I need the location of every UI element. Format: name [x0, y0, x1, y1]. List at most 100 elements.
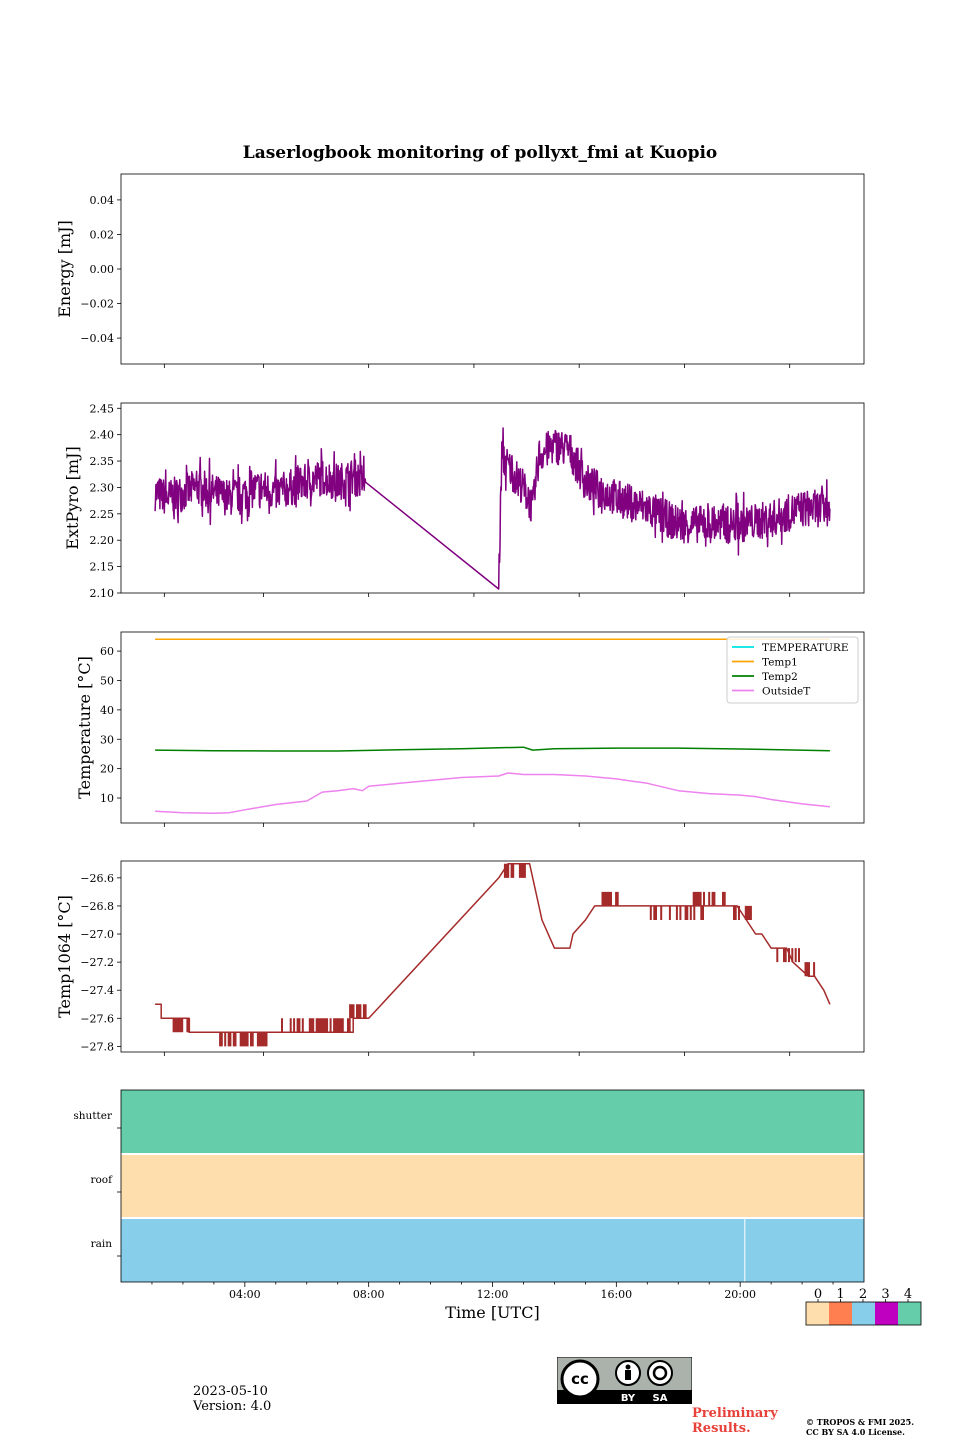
temp1064-flicker — [733, 905, 752, 920]
temperature-ytick-label: 60 — [100, 645, 114, 658]
temp1064-ytick-label: −27.2 — [80, 956, 114, 969]
temp1064-flicker — [776, 948, 800, 963]
status-axes-frame — [120, 1089, 865, 1283]
temp1064-flicker — [172, 1018, 191, 1033]
figure-title: Laserlogbook monitoring of pollyxt_fmi a… — [243, 143, 718, 163]
copyright-line1: © TROPOS & FMI 2025. — [806, 1417, 915, 1427]
extpyro-axes-frame — [120, 402, 865, 594]
energy-ytick-label: 0.00 — [90, 263, 115, 276]
extpyro-ytick-label: 2.10 — [90, 587, 115, 600]
copyright-line2: CC BY SA 4.0 License. — [806, 1427, 905, 1437]
copyright-note: © TROPOS & FMI 2025. CC BY SA 4.0 Licens… — [806, 1417, 914, 1437]
temperature-panel: 60 50 40 30 20 10 Temperature [°C] TEMPERATURE T… — [75, 631, 865, 827]
temperature-ytick-label: 40 — [100, 704, 114, 717]
temperature-axes-frame — [120, 631, 865, 824]
temperature-ytick-label: 30 — [100, 733, 114, 746]
temp1064-axes-frame — [120, 860, 865, 1053]
preliminary-line2: Results. — [692, 1421, 751, 1436]
temp1064-flicker — [649, 905, 704, 920]
temp1064-flicker — [804, 962, 816, 977]
temp1064-ytick-label: −26.8 — [80, 900, 114, 913]
temp1064-ytick-label: −26.6 — [80, 872, 114, 885]
energy-axes-frame — [120, 173, 865, 365]
temp1064-flicker — [219, 1032, 268, 1047]
colorbar-cell-1 — [829, 1302, 852, 1325]
temperature-series-OutsideT — [155, 772, 830, 815]
temp1064-flicker — [692, 891, 726, 906]
date-text: 2023-05-10 — [193, 1384, 268, 1399]
temperature-ytick-label: 50 — [100, 674, 114, 687]
temperature-legend-label: TEMPERATURE — [762, 642, 849, 654]
status-xtick-label: 12:00 — [477, 1288, 509, 1301]
temperature-ytick-label: 10 — [100, 792, 114, 805]
colorbar-tick-label: 4 — [904, 1287, 912, 1302]
version-text: Version: 4.0 — [193, 1399, 272, 1414]
temp1064-ytick-label: −27.6 — [80, 1012, 114, 1025]
by-label: BY — [621, 1393, 636, 1404]
temp1064-ytick-label: −27.8 — [80, 1040, 114, 1053]
colorbar-tick-label: 3 — [881, 1287, 889, 1302]
status-row-label: rain — [91, 1238, 113, 1250]
colorbar-cell-0 — [806, 1302, 829, 1325]
colorbar-tick-label: 2 — [859, 1287, 867, 1302]
cc-license-logo: cc BY SA — [557, 1357, 692, 1404]
temperature-legend-box — [726, 636, 859, 704]
colorbar-cell-3 — [875, 1302, 898, 1325]
energy-ytick-label: −0.04 — [80, 332, 114, 345]
temp1064-ylabel: Temp1064 [°C] — [55, 895, 74, 1018]
energy-ylabel: Energy [mJ] — [55, 220, 74, 318]
extpyro-ytick-label: 2.40 — [90, 429, 115, 442]
colorbar-tick-label: 0 — [814, 1287, 822, 1302]
temperature-legend-label: OutsideT — [762, 686, 810, 698]
status-xlabel: Time [UTC] — [445, 1303, 539, 1322]
temp1064-flicker — [349, 1004, 367, 1019]
extpyro-ylabel: ExtPyro [mJ] — [63, 446, 82, 549]
extpyro-ytick-label: 2.15 — [90, 561, 115, 574]
temperature-ylabel: Temperature [°C] — [75, 656, 94, 799]
temp1064-ytick-label: −27.0 — [80, 928, 114, 941]
status-row-rain — [121, 1218, 864, 1282]
temp1064-flicker — [601, 891, 619, 906]
extpyro-ytick-label: 2.35 — [90, 455, 115, 468]
colorbar-cell-2 — [852, 1302, 875, 1325]
status-xtick-label: 08:00 — [353, 1288, 385, 1301]
preliminary-note: Preliminary Results. — [692, 1406, 778, 1436]
temp1064-ytick-label: −27.4 — [80, 984, 114, 997]
temperature-legend-label: Temp2 — [762, 671, 798, 683]
status-xtick-label: 16:00 — [600, 1288, 632, 1301]
temp1064-series-Temp1064 — [155, 863, 831, 1034]
status-xtick-label: 20:00 — [724, 1288, 756, 1301]
sa-icon — [647, 1360, 673, 1386]
colorbar-tick-label: 1 — [836, 1287, 844, 1302]
preliminary-line1: Preliminary — [692, 1406, 778, 1421]
temperature-legend-label: Temp1 — [762, 657, 798, 669]
status-row-shutter — [121, 1090, 864, 1154]
date-version-block: 2023-05-10 Version: 4.0 — [193, 1384, 271, 1414]
extpyro-ytick-label: 2.30 — [90, 481, 115, 494]
status-xtick-label: 04:00 — [229, 1288, 261, 1301]
status-row-label: shutter — [73, 1110, 113, 1122]
extpyro-panel: 2.45 2.40 2.35 2.30 2.25 2.20 2.15 2.10 ExtPyro … — [63, 402, 865, 600]
extpyro-ytick-label: 2.25 — [90, 508, 115, 521]
status-row-label: roof — [90, 1174, 113, 1186]
temp1064-panel: −26.6 −26.8 −27.0 −27.2 −27.4 −27.6 −27.8 Temp1… — [55, 860, 865, 1056]
energy-panel: 0.04 0.02 0.00 −0.02 −0.04 Energy [mJ] — [55, 173, 865, 368]
extpyro-ytick-label: 2.45 — [90, 402, 115, 415]
svg-text:cc: cc — [571, 1370, 589, 1388]
extpyro-ytick-label: 2.20 — [90, 534, 115, 547]
temp1064-flicker — [503, 863, 526, 878]
sa-label: SA — [653, 1393, 668, 1404]
colorbar-frame — [805, 1301, 922, 1326]
status-panel: shutter roof rain 04:00 08:00 12:00 16:00 20:00… — [73, 1089, 922, 1326]
energy-ytick-label: 0.02 — [90, 228, 115, 241]
colorbar-cell-4 — [898, 1302, 921, 1325]
energy-ytick-label: −0.02 — [80, 298, 114, 311]
energy-ytick-label: 0.04 — [90, 194, 115, 207]
temperature-ytick-label: 20 — [100, 763, 114, 776]
extpyro-series-ExtPyro — [154, 427, 831, 590]
status-row-roof — [121, 1154, 864, 1218]
temp1064-flicker — [281, 1018, 351, 1033]
